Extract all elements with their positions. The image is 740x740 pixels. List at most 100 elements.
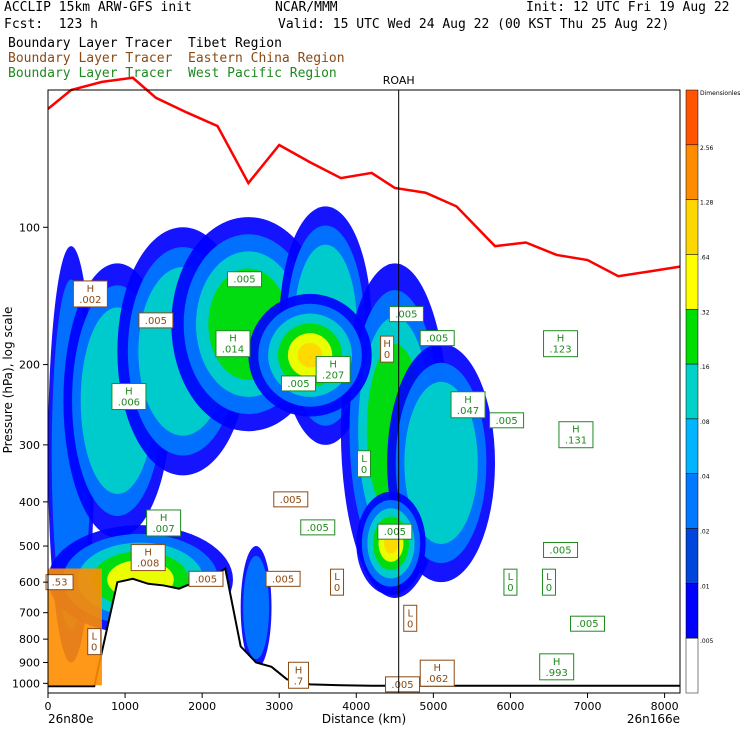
contour-label: .005	[543, 541, 579, 558]
contour-label: H.007	[146, 509, 182, 537]
tracer-plume	[243, 555, 270, 660]
contour-label: H.006	[111, 383, 147, 411]
contour-label-text: .008	[137, 559, 159, 570]
contour-label-text: .005	[384, 527, 406, 538]
y-tick-label: 1000	[12, 677, 40, 690]
x-tick-label: 3000	[265, 700, 293, 713]
colorbar-level-label: Dimensionless	[700, 90, 740, 97]
contour-label-text: .005	[395, 310, 417, 321]
y-tick-label: 400	[19, 496, 40, 509]
tropopause-line	[47, 76, 681, 278]
contour-label: .005	[265, 570, 301, 587]
contour-label-box	[450, 391, 486, 419]
contour-label-text: .005	[195, 574, 217, 585]
contour-label-text: H	[125, 387, 133, 398]
contour-label-text: H	[572, 425, 580, 436]
contour-label: L0	[87, 628, 102, 656]
contour-label-text: .005	[145, 316, 167, 327]
contour-label-text: .047	[457, 406, 479, 417]
colorbar-swatch	[685, 144, 699, 200]
plot-frame	[47, 89, 681, 694]
contour-label-text: .131	[565, 436, 587, 447]
y-tick-label: 800	[19, 633, 40, 646]
contour-label-box	[300, 519, 336, 536]
contour-label-text: L	[361, 454, 367, 465]
colorbar-swatch	[685, 199, 699, 255]
contour-label-box	[357, 450, 371, 478]
contour-label-text: L	[508, 572, 514, 583]
colorbar-level-label: .64	[700, 254, 710, 261]
contour-label-box	[188, 570, 224, 587]
contour-label-box	[330, 568, 345, 596]
contour-label-text: .005	[287, 379, 309, 390]
init-time: Init: 12 UTC Fri 19 Aug 22	[526, 0, 730, 15]
contour-label: H.047	[450, 391, 486, 419]
terrain-mask	[48, 568, 680, 693]
contour-label-box	[419, 659, 455, 687]
x-tick-label: 2000	[188, 700, 216, 713]
contour-label-text: .005	[391, 680, 413, 691]
contour-label-box	[385, 676, 421, 693]
colorbar-swatch	[685, 89, 699, 146]
valid-time: Valid: 15 UTC Wed 24 Aug 22 (00 KST Thu …	[278, 17, 670, 32]
colorbar-level-label: .005	[700, 638, 714, 645]
contour-label-text: .005	[426, 334, 448, 345]
colorbar-swatch	[685, 363, 699, 420]
contour-label: .005	[227, 271, 263, 288]
colorbar-level-label: .32	[700, 309, 710, 316]
contour-label-text: 0	[407, 619, 413, 630]
contour-label: H.002	[72, 280, 108, 308]
contour-label: .53	[45, 574, 74, 591]
contour-label-box	[419, 330, 455, 347]
colorbar-swatch	[685, 637, 699, 694]
x-tick-label: 5000	[419, 700, 447, 713]
contour-label-text: 0	[361, 465, 367, 476]
contour-label-box	[539, 653, 575, 681]
contour-label-box	[543, 330, 579, 358]
contour-label-text: 0	[384, 350, 390, 361]
colorbar-swatch	[685, 473, 699, 529]
y-tick-label: 600	[19, 576, 40, 589]
contour-label-box	[130, 544, 166, 572]
y-axis-title: Pressure (hPa), log scale	[1, 307, 15, 454]
contour-label-box	[111, 383, 147, 411]
contour-label: .005	[388, 306, 424, 323]
contour-label-box	[138, 312, 174, 329]
tracer-plume	[404, 381, 478, 545]
y-tick-label: 700	[19, 607, 40, 620]
contour-label-box	[543, 541, 579, 558]
forecast-hour: Fcst: 123 h	[4, 17, 98, 32]
colorbar-level-label: .16	[700, 364, 710, 371]
contour-label-text: H	[229, 334, 237, 345]
contour-label: H0	[380, 335, 395, 363]
contour-label-text: .002	[79, 295, 101, 306]
contour-label-box	[380, 335, 395, 363]
contour-label-text: 0	[507, 583, 513, 594]
contour-label: .005	[419, 330, 455, 347]
contour-label-text: .005	[233, 275, 255, 286]
producer-label: NCAR/MMM	[275, 0, 338, 15]
colorbar-swatch	[685, 583, 699, 639]
contour-label-text: .005	[272, 574, 294, 585]
y-tick-label: 200	[19, 359, 40, 372]
contour-label-box	[87, 628, 102, 656]
contour-label-text: .014	[222, 345, 244, 356]
colorbar-level-label: .02	[700, 529, 710, 536]
station-marker-label: ROAH	[383, 74, 415, 87]
contour-label-text: .007	[152, 524, 174, 535]
contour-label-text: H	[553, 657, 561, 668]
x-axis-ticks: 0 1000 2000 3000 4000 5000 6000 7000 8000	[45, 693, 679, 713]
contour-label-text: H	[87, 284, 95, 295]
contour-label-box	[215, 330, 251, 358]
colorbar-swatch	[685, 528, 699, 584]
contour-label-text: .006	[118, 398, 140, 409]
contour-label-box	[570, 615, 606, 632]
x-axis-title: Distance (km)	[322, 712, 406, 726]
colorbar-level-label: .01	[700, 583, 710, 590]
contour-label-text: .207	[322, 370, 344, 381]
contour-label-box	[146, 509, 182, 537]
x-tick-label: 0	[45, 700, 52, 713]
model-title: ACCLIP 15km ARW-GFS init	[4, 0, 192, 15]
contour-label-box	[273, 491, 309, 508]
